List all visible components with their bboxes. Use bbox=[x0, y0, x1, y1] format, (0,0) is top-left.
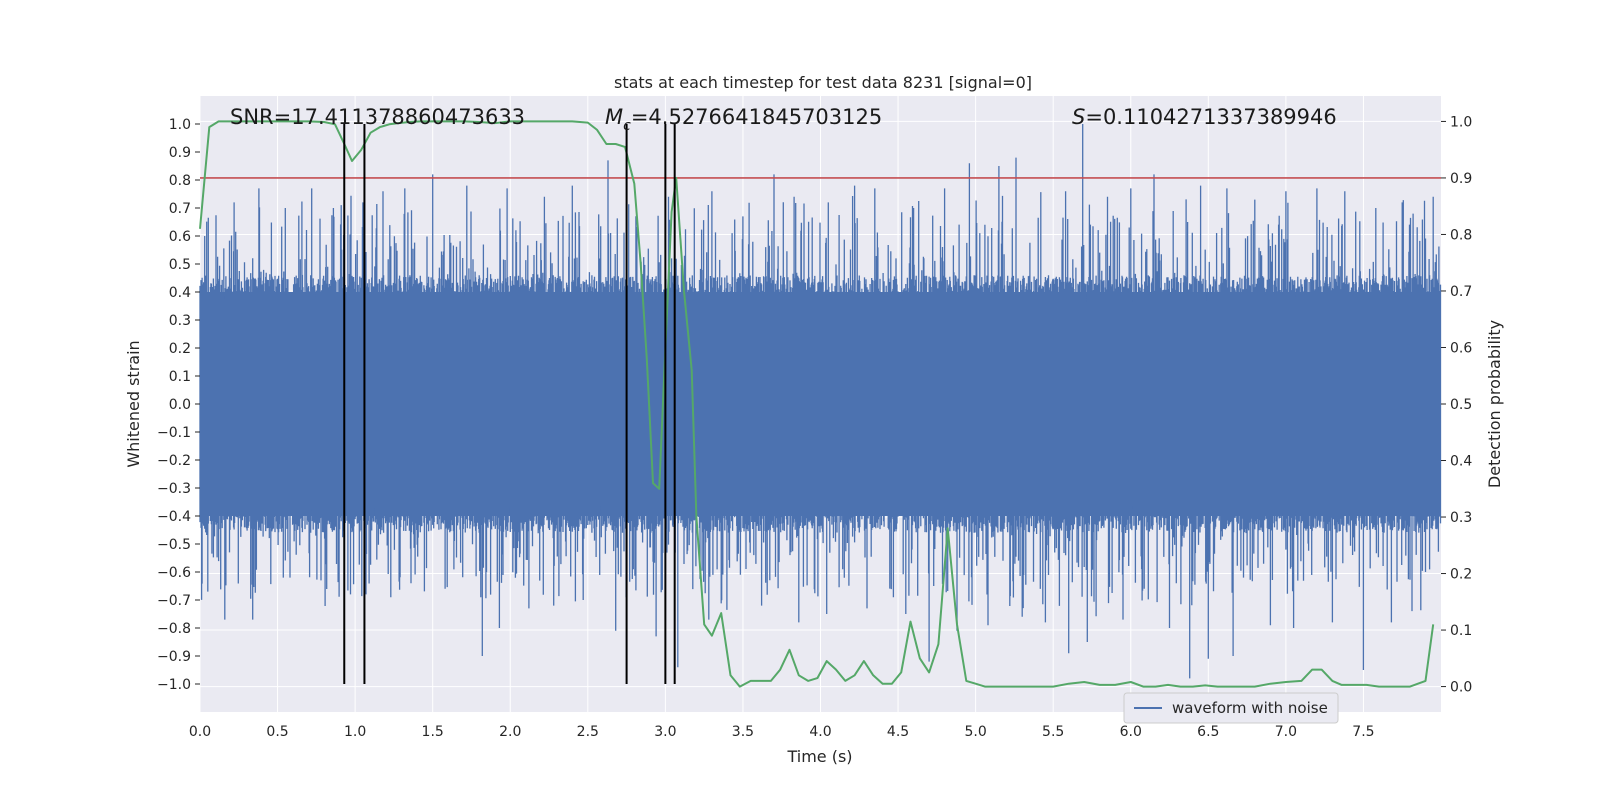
right-y-tick-label: 0.7 bbox=[1450, 284, 1472, 300]
right-y-tick-label: 1.0 bbox=[1450, 114, 1472, 130]
y-tick-label: −0.8 bbox=[157, 621, 191, 637]
x-tick-label: 6.5 bbox=[1197, 724, 1219, 740]
detection-probability-series bbox=[199, 120, 1435, 688]
detection-probability-line bbox=[199, 120, 1435, 688]
right-y-tick-label: 0.5 bbox=[1450, 397, 1472, 413]
y-tick-label: −0.7 bbox=[157, 593, 191, 609]
y-tick-label: −0.6 bbox=[157, 565, 191, 581]
waveform-with-noise-series bbox=[199, 124, 1442, 679]
y-tick-label: 0.3 bbox=[169, 313, 191, 329]
y-tick-label: 0.1 bbox=[169, 369, 191, 385]
y-tick-label: −0.9 bbox=[157, 649, 191, 665]
legend: waveform with noise bbox=[1123, 692, 1339, 724]
x-tick-label: 4.0 bbox=[809, 724, 831, 740]
right-y-tick-label: 0.0 bbox=[1450, 680, 1472, 696]
right-y-tick-label: 0.9 bbox=[1450, 171, 1472, 187]
x-tick-label: 2.0 bbox=[499, 724, 521, 740]
x-tick-label: 0.5 bbox=[266, 724, 288, 740]
right-y-tick-labels: 1.0 0.9 0.8 0.7 0.6 0.5 0.4 0.3 0.2 0.1 0.0 bbox=[1441, 114, 1472, 696]
x-tick-label: 2.5 bbox=[577, 724, 599, 740]
y-tick-label: 0.8 bbox=[169, 173, 191, 189]
y-tick-label: 0.4 bbox=[169, 285, 191, 301]
y-tick-label: −0.4 bbox=[157, 509, 191, 525]
y-tick-label: 0.0 bbox=[169, 397, 191, 413]
right-y-axis-label: Detection probability bbox=[1485, 320, 1504, 488]
right-y-tick-label: 0.6 bbox=[1450, 340, 1472, 356]
x-tick-label: 1.5 bbox=[422, 724, 444, 740]
event-markers bbox=[343, 124, 676, 684]
chirp-mass-annotation: Mc=4.5276641845703125 bbox=[605, 105, 882, 134]
y-tick-labels: 1.0 0.9 0.8 0.7 0.6 0.5 0.4 0.3 0.2 0.1 0.0 −0.1 −0.… bbox=[157, 117, 200, 693]
x-tick-label: 7.5 bbox=[1352, 724, 1374, 740]
y-tick-label: −1.0 bbox=[157, 677, 191, 693]
x-tick-label: 5.5 bbox=[1042, 724, 1064, 740]
y-tick-label: 1.0 bbox=[169, 117, 191, 133]
s-symbol: S bbox=[1072, 105, 1085, 129]
x-tick-label: 6.0 bbox=[1120, 724, 1142, 740]
y-tick-label: 0.9 bbox=[169, 145, 191, 161]
x-tick-label: 1.0 bbox=[344, 724, 366, 740]
x-tick-label: 3.5 bbox=[732, 724, 754, 740]
right-y-tick-label: 0.1 bbox=[1450, 623, 1472, 639]
legend-box bbox=[1123, 692, 1339, 724]
right-y-tick-label: 0.3 bbox=[1450, 510, 1472, 526]
snr-annotation: SNR=17.411378860473633 bbox=[230, 105, 525, 129]
s-annotation: S=0.1104271337389946 bbox=[1072, 105, 1337, 129]
x-axis-label: Time (s) bbox=[786, 747, 852, 766]
x-tick-label: 0.0 bbox=[189, 724, 211, 740]
x-tick-labels: 0.0 0.5 1.0 1.5 2.0 2.5 3.0 3.5 4.0 4.5 5.0 5.5 6.0 6… bbox=[189, 724, 1375, 740]
right-y-tick-label: 0.2 bbox=[1450, 567, 1472, 583]
y-axis-label: Whitened strain bbox=[124, 340, 143, 467]
y-tick-label: 0.6 bbox=[169, 229, 191, 245]
chirp-mass-value: =4.5276641845703125 bbox=[631, 105, 882, 129]
x-tick-label: 4.5 bbox=[887, 724, 909, 740]
s-value: =0.1104271337389946 bbox=[1085, 105, 1336, 129]
x-tick-label: 7.0 bbox=[1275, 724, 1297, 740]
legend-label: waveform with noise bbox=[1172, 699, 1328, 717]
y-tick-label: −0.1 bbox=[157, 425, 191, 441]
x-tick-label: 3.0 bbox=[654, 724, 676, 740]
y-tick-label: −0.5 bbox=[157, 537, 191, 553]
chart-title: stats at each timestep for test data 823… bbox=[614, 73, 1032, 92]
x-tick-label: 5.0 bbox=[964, 724, 986, 740]
y-tick-label: −0.3 bbox=[157, 481, 191, 497]
y-tick-label: 0.2 bbox=[169, 341, 191, 357]
y-tick-label: 0.5 bbox=[169, 257, 191, 273]
right-y-tick-label: 0.8 bbox=[1450, 227, 1472, 243]
y-tick-label: 0.7 bbox=[169, 201, 191, 217]
chirp-mass-subscript: c bbox=[623, 118, 631, 134]
right-y-tick-label: 0.4 bbox=[1450, 454, 1472, 470]
y-tick-label: −0.2 bbox=[157, 453, 191, 469]
chirp-mass-symbol: M bbox=[605, 105, 623, 129]
